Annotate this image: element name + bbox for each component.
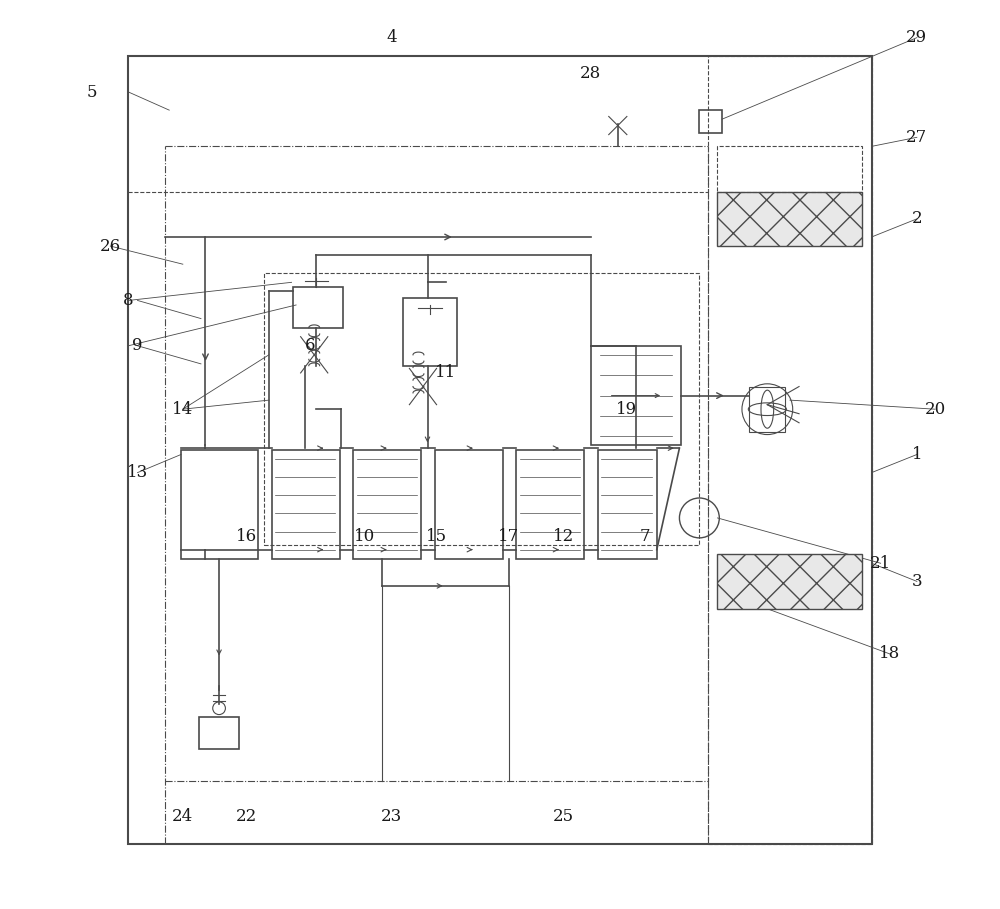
Text: 24: 24 xyxy=(172,808,193,825)
Text: 8: 8 xyxy=(123,292,134,309)
Text: 28: 28 xyxy=(580,65,601,83)
Bar xyxy=(435,450,503,559)
Bar xyxy=(199,717,239,749)
Bar xyxy=(717,554,862,608)
Text: 6: 6 xyxy=(304,337,315,355)
Text: 5: 5 xyxy=(87,84,97,101)
Bar xyxy=(717,192,862,246)
Bar xyxy=(403,298,457,365)
Text: 18: 18 xyxy=(879,645,900,663)
Text: 29: 29 xyxy=(906,29,927,46)
Text: 4: 4 xyxy=(386,29,397,46)
Bar xyxy=(264,274,699,545)
Text: 22: 22 xyxy=(236,808,257,825)
Text: 10: 10 xyxy=(353,527,375,544)
Text: 9: 9 xyxy=(132,337,143,355)
Text: 2: 2 xyxy=(912,210,922,227)
Bar xyxy=(181,450,258,559)
Bar xyxy=(272,450,340,559)
Text: 12: 12 xyxy=(553,527,574,544)
Bar xyxy=(699,110,722,133)
Bar xyxy=(516,450,584,559)
Text: 11: 11 xyxy=(435,365,456,382)
Bar xyxy=(598,450,657,559)
Circle shape xyxy=(679,498,719,538)
Text: 14: 14 xyxy=(172,401,193,418)
Text: 13: 13 xyxy=(127,464,148,481)
Text: 19: 19 xyxy=(616,401,637,418)
Bar xyxy=(708,55,872,844)
Bar xyxy=(591,345,681,445)
Text: 23: 23 xyxy=(381,808,402,825)
Text: 15: 15 xyxy=(426,527,447,544)
Text: 27: 27 xyxy=(906,129,927,145)
Bar xyxy=(128,55,872,844)
Text: 16: 16 xyxy=(236,527,257,544)
Text: 3: 3 xyxy=(912,573,922,590)
Bar xyxy=(353,450,421,559)
Text: 26: 26 xyxy=(100,237,121,255)
Text: 1: 1 xyxy=(912,446,922,463)
Text: 25: 25 xyxy=(553,808,574,825)
Text: 17: 17 xyxy=(498,527,520,544)
Text: 7: 7 xyxy=(640,527,650,544)
Bar xyxy=(717,146,862,192)
Bar xyxy=(293,287,343,327)
Bar xyxy=(749,386,785,432)
Text: 21: 21 xyxy=(870,554,891,572)
Text: 20: 20 xyxy=(924,401,946,418)
